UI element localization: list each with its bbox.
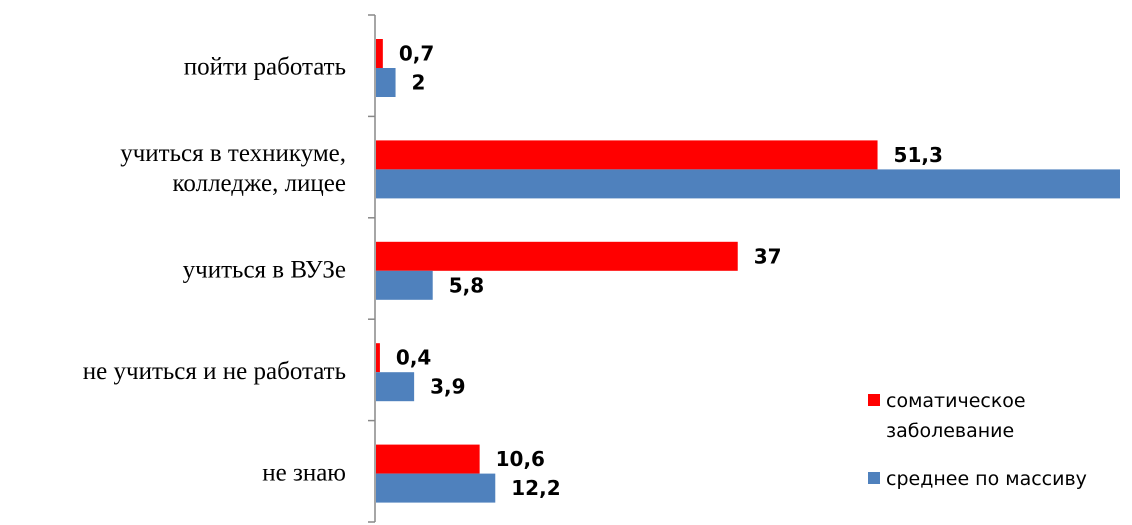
value-label-somatic: 0,7 <box>399 42 434 66</box>
legend: соматическое заболевание среднее по масси… <box>868 386 1128 512</box>
bars <box>376 39 1120 503</box>
value-label-average: 12,2 <box>511 476 560 500</box>
legend-label-average: среднее по массиву <box>886 468 1087 490</box>
bar-average <box>376 473 496 503</box>
value-label-average: 5,8 <box>449 273 484 297</box>
bar-average <box>376 270 433 300</box>
value-label-somatic: 0,4 <box>396 346 431 370</box>
legend-swatch-somatic <box>868 394 880 406</box>
bar-average <box>376 68 396 97</box>
category-label: пойти работать <box>184 54 346 81</box>
category-label: не знаю <box>262 459 346 486</box>
value-label-average: 3,9 <box>430 375 465 399</box>
category-label: не учиться и не работать <box>83 358 346 385</box>
bar-average <box>376 372 415 402</box>
bar-average <box>376 169 1120 199</box>
bar-somatic <box>376 39 383 68</box>
bar-somatic <box>376 140 878 170</box>
legend-swatch-average <box>868 472 880 484</box>
legend-item-average: среднее по массиву <box>868 464 1128 494</box>
category-label: учиться в техникуме, колледже, лицее <box>120 140 346 197</box>
category-label: учиться в ВУЗе <box>183 257 346 284</box>
legend-label-somatic: соматическое заболевание <box>886 390 1026 442</box>
category-axis: пойти работать учиться в техникуме, коллед… <box>83 14 376 523</box>
legend-item-somatic: соматическое заболевание <box>868 386 1128 446</box>
bar-somatic <box>376 241 738 271</box>
value-label-average: 2 <box>412 71 426 95</box>
bar-somatic <box>376 343 380 373</box>
value-label-somatic: 37 <box>754 244 782 268</box>
bar-somatic <box>376 444 480 474</box>
value-label-somatic: 51,3 <box>894 143 943 167</box>
value-label-somatic: 10,6 <box>496 447 545 471</box>
